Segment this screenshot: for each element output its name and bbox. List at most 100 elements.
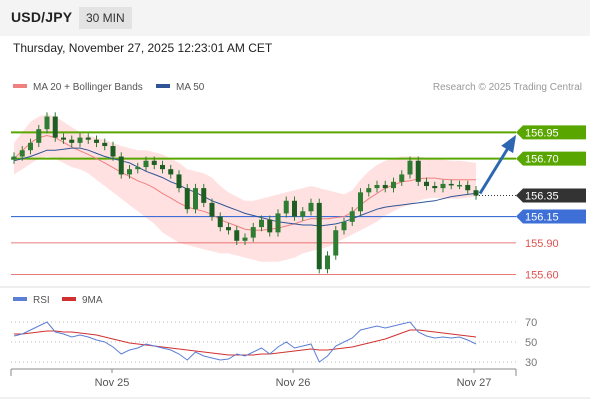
symbol-label: USD/JPY <box>11 9 73 25</box>
candle <box>308 198 314 216</box>
bollinger-bands <box>14 114 476 262</box>
level-label-156.15: 156.15 <box>525 212 559 224</box>
candle <box>201 183 207 208</box>
level-label-156.35: 156.35 <box>525 191 559 203</box>
candle-body <box>242 237 248 241</box>
candle <box>151 156 157 170</box>
candle <box>267 215 273 237</box>
x-tick-label: Nov 27 <box>457 377 492 389</box>
candle-body <box>457 184 462 187</box>
candle <box>432 181 438 193</box>
candle <box>333 226 339 260</box>
candle <box>275 209 281 237</box>
level-label-155.60: 155.60 <box>525 269 559 281</box>
candle <box>143 156 149 172</box>
candle <box>283 196 289 218</box>
level-tag-bg <box>516 125 586 140</box>
candle-body <box>440 183 446 189</box>
candle-body <box>184 188 190 210</box>
candle <box>77 133 83 148</box>
candle-body <box>325 255 330 270</box>
candle-body <box>473 190 479 196</box>
candle-body <box>94 139 99 143</box>
moving-averages <box>13 134 477 231</box>
legend-label-ma50: MA 50 <box>176 82 205 93</box>
candle <box>85 133 91 144</box>
candle-body <box>366 188 372 193</box>
ma20-line <box>13 134 476 231</box>
header-bar: USD/JPY 30 MIN <box>0 0 590 36</box>
candle <box>358 188 363 216</box>
bollinger-band-area <box>14 114 476 262</box>
candle-body <box>61 137 66 140</box>
candle <box>217 212 223 232</box>
candle-body <box>275 213 281 233</box>
candle-body <box>135 167 141 170</box>
candle-body <box>267 219 273 233</box>
rsi-tick-70: 70 <box>525 317 537 329</box>
candle-body <box>300 211 306 217</box>
candle <box>176 170 182 193</box>
x-tick-label: Nov 26 <box>276 377 311 389</box>
main-legend: MA 20 + Bollinger Bands MA 50 <box>13 82 205 93</box>
candle-body <box>250 227 256 238</box>
legend-swatch-rsi <box>13 297 27 301</box>
candle-body <box>424 181 429 187</box>
candle <box>102 138 108 151</box>
candle-body <box>160 164 165 170</box>
rsi-lines <box>13 321 477 363</box>
candle <box>44 112 50 134</box>
candle <box>69 135 75 148</box>
level-tag-bg <box>516 209 586 224</box>
candle <box>184 183 190 214</box>
candle <box>424 177 429 191</box>
level-tag-156.70: 156.70 <box>516 151 586 166</box>
candle <box>407 156 413 179</box>
level-labels: 156.95 156.70 156.35 156.15 155.90 155.60 <box>516 125 586 281</box>
candle-body <box>118 156 124 175</box>
candle-body <box>407 160 413 175</box>
rsi-tick-30: 30 <box>525 357 537 369</box>
legend-swatch-ma50 <box>156 84 170 88</box>
candle <box>457 180 462 190</box>
candle <box>250 222 256 242</box>
candle <box>325 251 330 274</box>
candle-body <box>168 169 174 175</box>
candle <box>110 141 116 161</box>
level-tag-156.95: 156.95 <box>516 125 586 140</box>
candle <box>300 207 306 221</box>
candle <box>193 183 198 214</box>
candle-body <box>44 116 50 130</box>
rsi-legend: RSI 9MA <box>13 295 103 306</box>
ma50-line <box>13 147 477 227</box>
candle-body <box>19 150 25 157</box>
candle-body <box>259 219 264 228</box>
forecast-arrow-head <box>501 134 517 154</box>
candle-body <box>110 146 116 157</box>
candle <box>209 198 215 221</box>
level-tag-156.15: 156.15 <box>516 209 586 224</box>
candle <box>242 233 248 245</box>
rsi-tick-50: 50 <box>525 337 537 349</box>
candle-body <box>292 200 297 217</box>
candle <box>11 152 17 164</box>
candle <box>374 180 380 193</box>
timeframe-badge[interactable]: 30 MIN <box>79 7 132 29</box>
candle <box>473 186 479 200</box>
candle-body <box>374 184 380 189</box>
candle <box>259 215 264 232</box>
level-tag-bg <box>516 151 586 166</box>
rsi-grid: 70 50 30 <box>11 317 537 369</box>
legend-label-ma20: MA 20 + Bollinger Bands <box>33 82 143 93</box>
candle <box>391 177 396 193</box>
candle-body <box>28 142 33 151</box>
candle-body <box>69 139 75 143</box>
candle-body <box>217 216 223 228</box>
candle <box>135 162 141 174</box>
candle <box>399 170 405 187</box>
candle-body <box>382 184 388 189</box>
candle <box>349 207 355 227</box>
watermark: Research © 2025 Trading Central <box>433 82 582 93</box>
